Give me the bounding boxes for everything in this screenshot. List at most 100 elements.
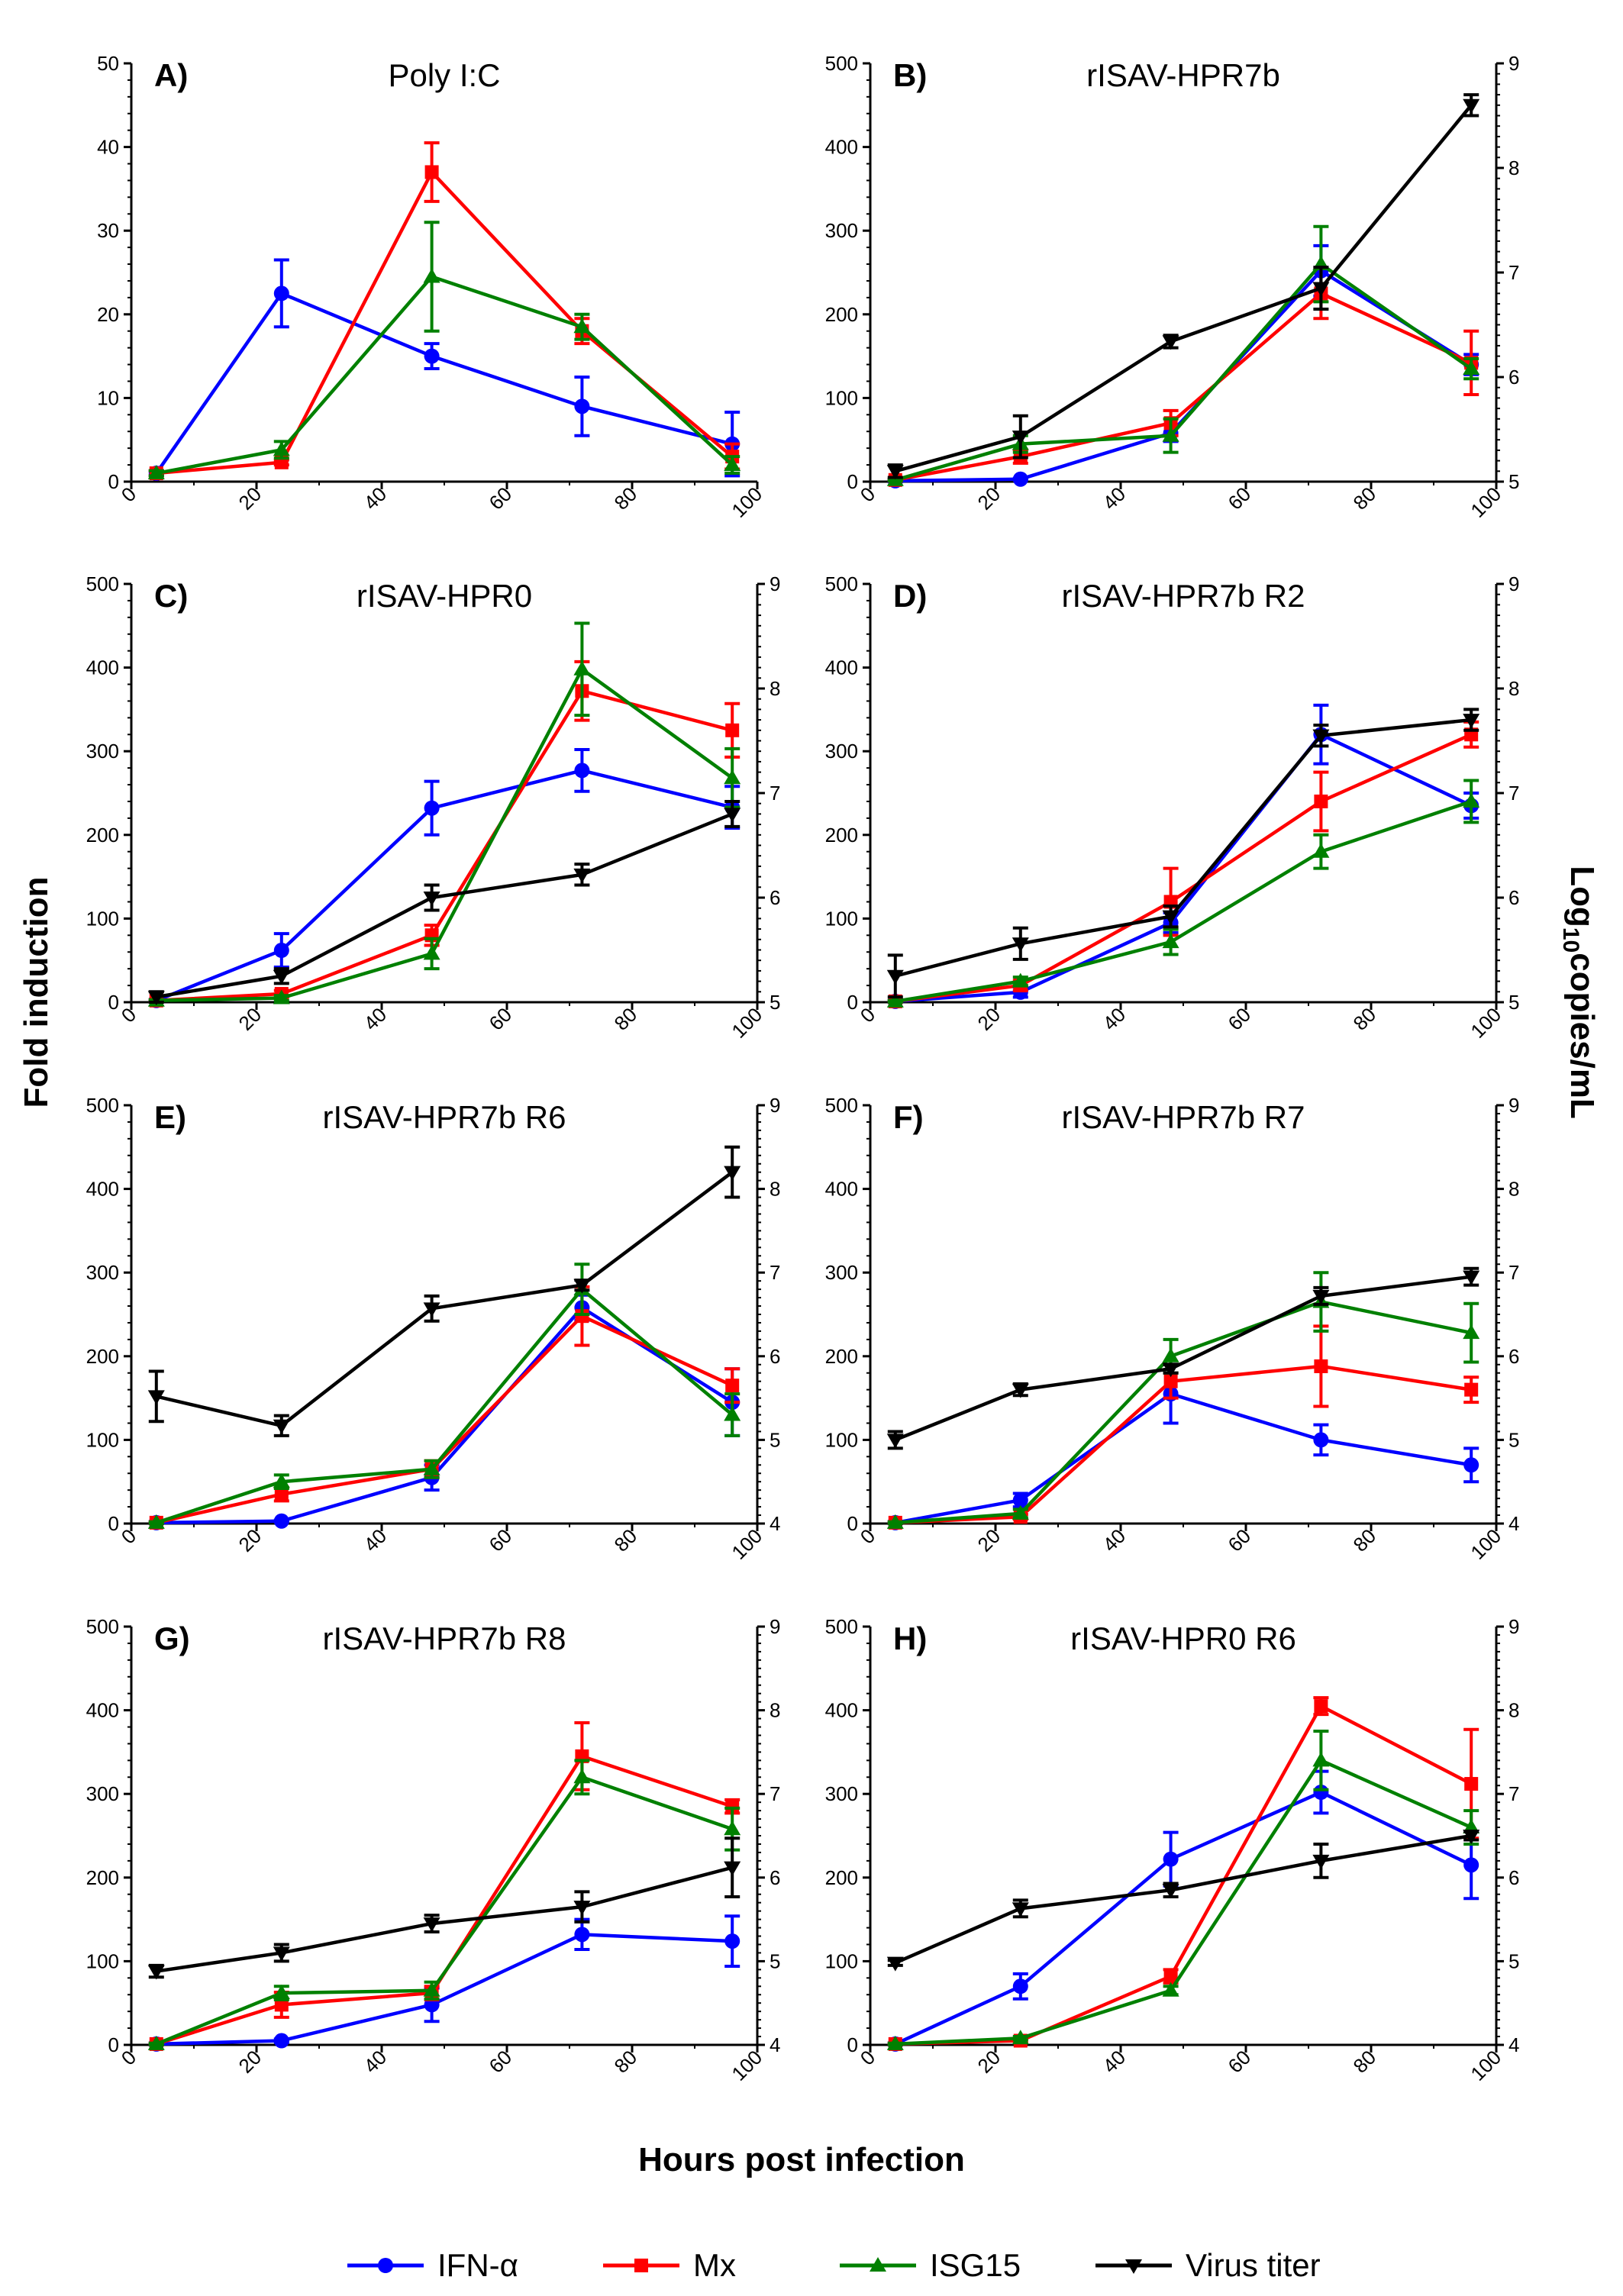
y-tick-label: 0: [108, 1512, 119, 1535]
legend-marker-virus: [1125, 2259, 1142, 2274]
y2-tick-label: 5: [1508, 1428, 1519, 1451]
y-axis-label-right-sub: 10: [1558, 927, 1583, 953]
x-tick-label: 20: [973, 2046, 1005, 2078]
data-point-virus: [147, 991, 165, 1006]
series-mx: [887, 720, 1479, 1008]
data-point-virus: [1012, 430, 1029, 446]
y-tick-label: 0: [847, 2033, 858, 2056]
data-point-virus: [1312, 1854, 1330, 1869]
y2-tick-label: 7: [770, 782, 780, 805]
data-point-ifn: [574, 398, 590, 414]
y-tick-label: 400: [86, 656, 119, 679]
y-tick-label: 100: [86, 907, 119, 930]
x-tick-label: 40: [1099, 482, 1131, 514]
series-mx: [148, 659, 741, 1008]
y-tick-label: 300: [825, 1782, 858, 1805]
series-line-isg: [156, 275, 734, 476]
data-point-isg: [1312, 843, 1330, 858]
x-tick-label: 80: [1349, 482, 1381, 514]
x-tick-label: 80: [1349, 1524, 1381, 1556]
legend-label: Virus titer: [1186, 2247, 1321, 2283]
y-tick-label: 400: [825, 1178, 858, 1201]
series-mx: [887, 1696, 1479, 2051]
series-isg: [886, 1730, 1480, 2050]
data-point-mx: [725, 1799, 740, 1814]
series-isg: [886, 224, 1480, 486]
x-tick-label: 40: [1099, 1524, 1131, 1556]
data-point-ifn: [273, 2033, 289, 2049]
data-point-isg: [886, 992, 904, 1008]
series-line-ifn: [894, 1790, 1473, 2046]
data-point-isg: [147, 465, 165, 480]
x-tick-label: 0: [117, 482, 140, 506]
series-mx: [148, 141, 741, 481]
x-tick-label: 0: [117, 1524, 140, 1548]
panel-h: 0 100 200 300 400 500 4 5 6 7 8 9 0 20 40 60 80 100 H) rISA…: [825, 1615, 1520, 2085]
y-tick-label: 500: [825, 1094, 858, 1117]
series-line-isg: [895, 1300, 1472, 1525]
y2-tick-label: 7: [770, 1261, 780, 1284]
y-tick-label: 400: [825, 1699, 858, 1722]
legend-label: IFN-α: [437, 2247, 518, 2283]
data-point-virus: [724, 808, 741, 823]
x-tick-label: 60: [485, 482, 517, 514]
x-tick-label: 100: [727, 1003, 766, 1043]
series-line-virus: [894, 1275, 1472, 1442]
data-point-ifn: [273, 285, 289, 302]
x-tick-label: 60: [485, 1003, 517, 1035]
y2-tick-label: 8: [1508, 677, 1519, 700]
x-tick-label: 0: [856, 482, 879, 506]
panel-title: rISAV-HPR7b R2: [1062, 578, 1305, 614]
data-point-virus: [273, 1419, 290, 1434]
y-tick-label: 0: [108, 2033, 119, 2056]
y-tick-label: 0: [847, 991, 858, 1014]
y2-tick-label: 4: [770, 1512, 780, 1535]
x-tick-label: 100: [1466, 1524, 1505, 1564]
x-tick-label: 80: [610, 1003, 642, 1035]
data-point-ifn: [424, 348, 440, 364]
y2-tick-label: 9: [770, 1094, 780, 1117]
series-line-mx: [156, 1314, 734, 1525]
data-point-mx: [1163, 1969, 1178, 1984]
data-point-isg: [1012, 1504, 1029, 1520]
x-tick-label: 80: [1349, 1003, 1381, 1035]
data-point-virus: [724, 1861, 741, 1876]
x-tick-label: 0: [856, 2046, 879, 2069]
x-tick-label: 20: [234, 1003, 266, 1035]
y2-tick-label: 7: [1508, 261, 1519, 284]
data-point-isg: [1162, 1982, 1179, 1997]
series-line-mx: [895, 1704, 1473, 2046]
y2-tick-label: 6: [770, 1345, 780, 1368]
y2-tick-label: 8: [770, 1178, 780, 1201]
x-tick-label: 80: [610, 2046, 642, 2078]
x-tick-label: 60: [1224, 482, 1256, 514]
legend-marker-ifn: [378, 2258, 393, 2273]
y2-tick-label: 4: [1508, 2033, 1519, 2056]
series-virus: [886, 1266, 1480, 1450]
data-point-virus: [1012, 1383, 1029, 1398]
panel-a: 0 10 20 30 40 50 0 20 40 60 80 100 A) Poly I:C: [97, 52, 766, 522]
data-point-mx: [274, 1998, 289, 2012]
data-point-isg: [273, 441, 290, 456]
legend-item-mx: Mx: [603, 2247, 736, 2283]
data-point-isg: [1162, 1347, 1179, 1362]
y2-tick-label: 6: [1508, 886, 1519, 909]
series-isg: [886, 1271, 1480, 1529]
y-tick-label: 300: [825, 219, 858, 242]
data-point-ifn: [1463, 1457, 1479, 1473]
x-tick-label: 0: [117, 2046, 140, 2069]
y-tick-label: 200: [825, 1345, 858, 1368]
series-ifn: [148, 1914, 741, 2052]
x-tick-label: 60: [485, 2046, 517, 2078]
series-ifn: [887, 703, 1479, 1009]
panel-title: rISAV-HPR0: [357, 578, 532, 614]
y2-tick-label: 4: [1508, 1512, 1519, 1535]
series-virus: [886, 708, 1480, 999]
series-line-mx: [895, 292, 1473, 482]
x-tick-label: 0: [856, 1524, 879, 1548]
series-ifn: [148, 748, 741, 1008]
y-tick-label: 0: [847, 1512, 858, 1535]
panel-label: A): [154, 57, 188, 93]
x-tick-label: 100: [727, 2046, 766, 2085]
